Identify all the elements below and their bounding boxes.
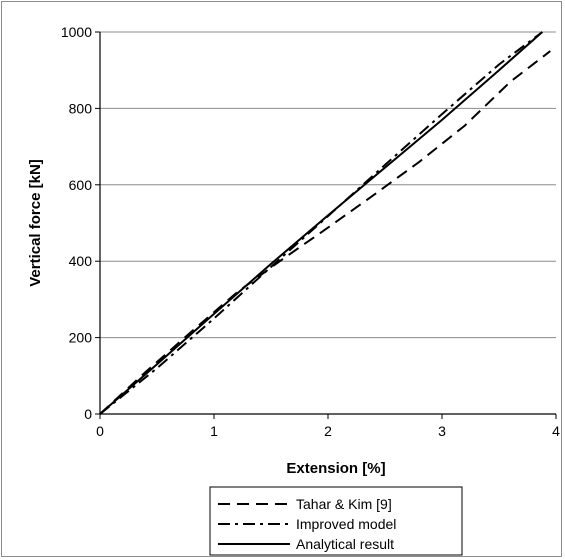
legend-label: Improved model <box>296 516 396 532</box>
x-tick-label: 0 <box>96 423 104 439</box>
y-axis-title: Vertical force [kN] <box>27 159 44 287</box>
x-tick-label: 1 <box>210 423 218 439</box>
series-lines <box>99 31 551 415</box>
axes <box>99 32 556 415</box>
y-tick-label: 0 <box>84 406 92 422</box>
x-tick-label: 3 <box>438 423 446 439</box>
x-tick-labels: 0 1 2 3 4 <box>96 423 560 439</box>
x-tick-label: 4 <box>552 423 560 439</box>
y-tick-labels: 0 200 400 600 800 1000 <box>61 24 92 422</box>
legend-label: Analytical result <box>296 536 394 552</box>
y-tick-label: 600 <box>69 177 93 193</box>
x-axis-title: Extension [%] <box>286 460 385 477</box>
grid-lines <box>95 31 557 419</box>
series-line <box>99 50 551 415</box>
series-line <box>99 31 543 415</box>
y-tick-label: 400 <box>69 253 93 269</box>
legend: Tahar & Kim [9] Improved model Analytical … <box>209 486 463 556</box>
y-tick-label: 800 <box>69 100 93 116</box>
y-tick-label: 200 <box>69 330 93 346</box>
legend-label: Tahar & Kim [9] <box>296 496 392 512</box>
x-tick-label: 2 <box>324 423 332 439</box>
y-tick-label: 1000 <box>61 24 92 40</box>
